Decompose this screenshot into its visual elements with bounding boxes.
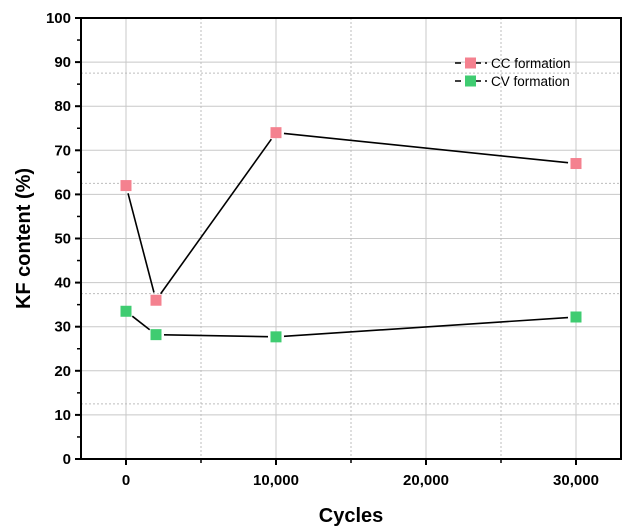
y-tick-label: 0: [63, 451, 71, 468]
data-point-marker: [570, 158, 582, 170]
legend-label: CC formation: [491, 56, 571, 71]
y-tick-label: 20: [54, 363, 71, 380]
legend-marker: [465, 75, 476, 87]
x-axis-title: Cycles: [319, 505, 384, 527]
y-tick-label: 90: [54, 54, 71, 71]
x-tick-label: 30,000: [553, 472, 599, 489]
x-tick-label: 20,000: [403, 472, 449, 489]
axes: 0 10,000 20,000 30,000 0 10 20 30 40 50 60 70 80 90 10…: [46, 10, 599, 489]
data-point-marker: [150, 329, 162, 341]
y-tick-label: 40: [54, 275, 71, 292]
data-point-marker: [270, 127, 282, 139]
y-tick-label: 80: [54, 98, 71, 115]
data-point-marker: [120, 180, 132, 192]
series-line-segment: [127, 193, 155, 293]
x-tick-label: 0: [122, 472, 130, 489]
y-tick-label: 10: [54, 407, 71, 424]
data-point-marker: [150, 294, 162, 306]
series-line-segment: [163, 333, 269, 338]
y-tick-label: 30: [54, 319, 71, 336]
series-line-segment: [283, 132, 569, 164]
series-line-segment: [283, 316, 569, 338]
y-tick-label: 50: [54, 231, 71, 248]
data-markers: [120, 127, 582, 343]
legend-label: CV formation: [491, 74, 570, 89]
y-tick-label: 100: [46, 10, 71, 27]
series-line-segment: [131, 315, 151, 331]
series-line-segment: [160, 138, 272, 295]
data-point-marker: [570, 311, 582, 323]
y-tick-label: 60: [54, 186, 71, 203]
legend: CC formation CV formation: [455, 56, 571, 89]
series-lines: [127, 132, 569, 338]
y-axis-title: KF content (%): [13, 168, 35, 309]
data-point-marker: [270, 331, 282, 343]
y-tick-label: 70: [54, 142, 71, 159]
x-tick-label: 10,000: [253, 472, 299, 489]
data-point-marker: [120, 305, 132, 317]
legend-marker: [465, 57, 476, 69]
